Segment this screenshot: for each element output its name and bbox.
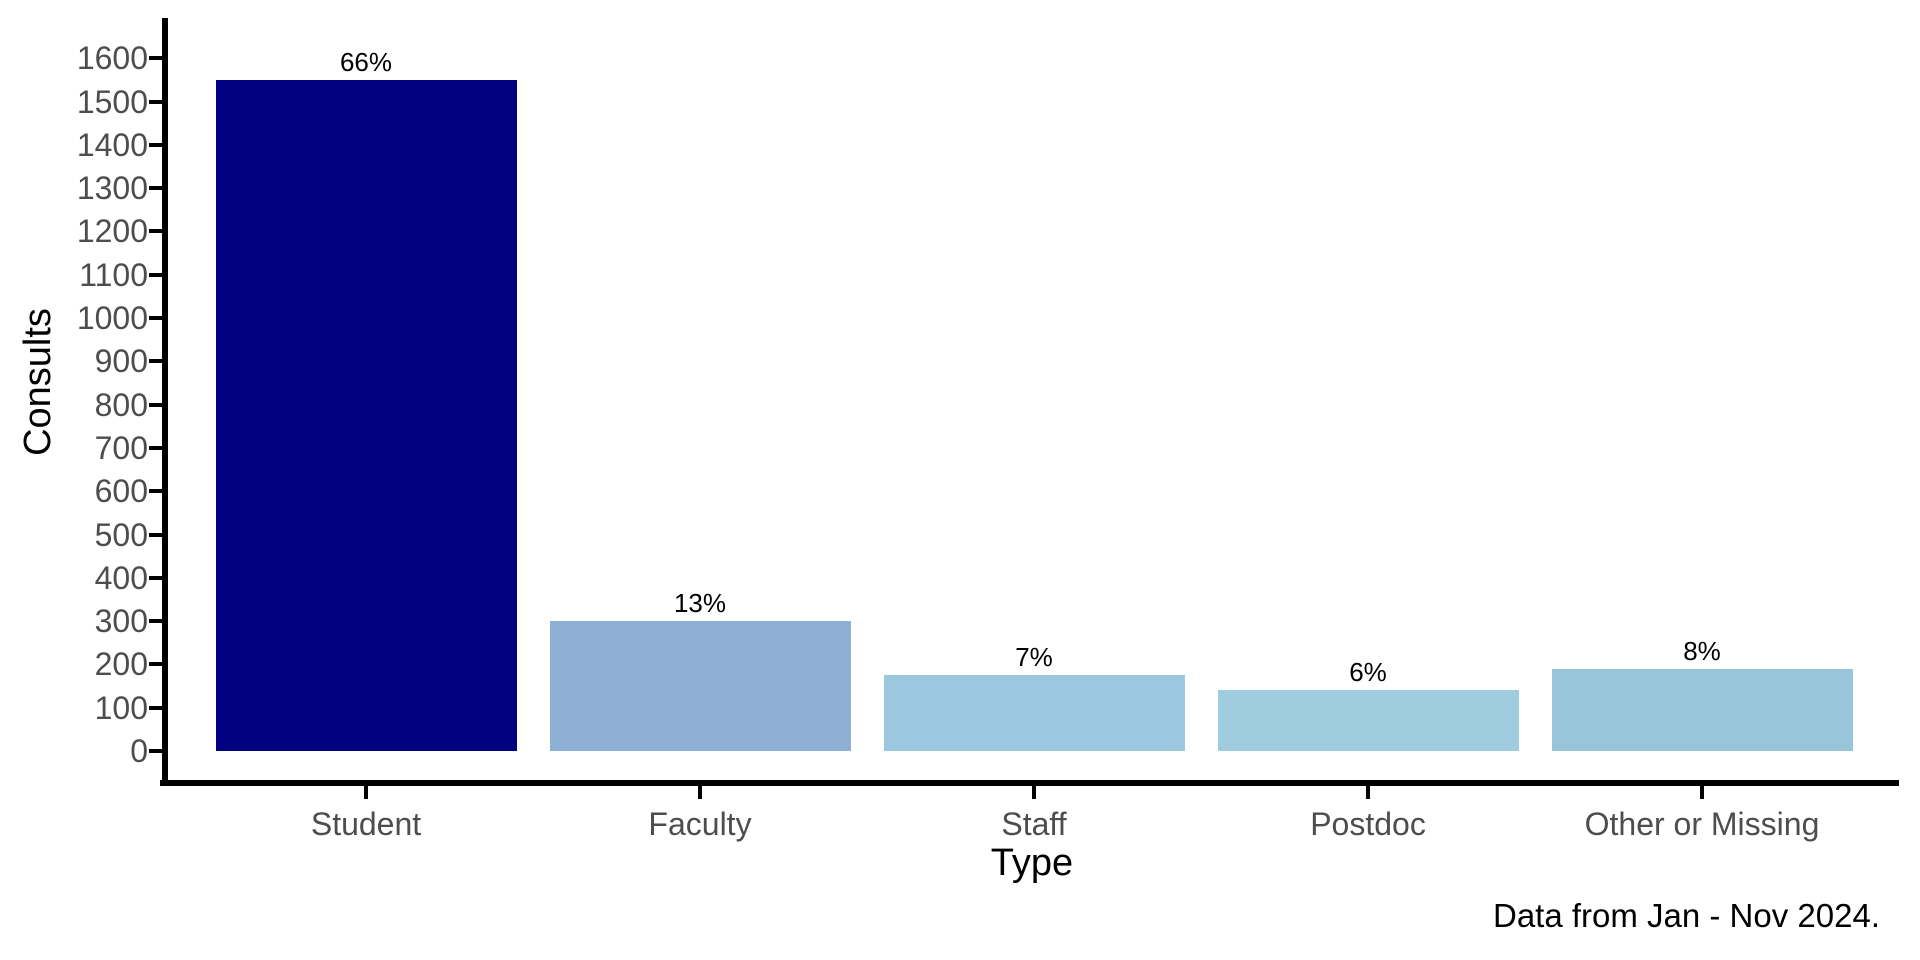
y-axis-tick	[149, 142, 162, 147]
bar-staff	[883, 675, 1185, 751]
bar-postdoc	[1217, 690, 1519, 751]
y-tick-label: 1500	[76, 83, 148, 120]
x-axis-tick	[1366, 786, 1370, 799]
y-tick-label: 800	[94, 386, 148, 423]
x-category-label: Other or Missing	[1584, 806, 1820, 842]
y-tick-label: 1100	[79, 256, 148, 293]
y-axis-tick	[149, 186, 162, 191]
x-axis-tick	[364, 786, 368, 799]
x-category-label: Student	[310, 806, 422, 842]
y-axis-tick	[149, 575, 162, 580]
bar-other-or-missing	[1551, 668, 1853, 751]
y-tick-label: 600	[94, 473, 148, 510]
y-tick-label: 500	[94, 516, 148, 553]
y-tick-label: 1300	[76, 170, 148, 207]
y-axis-tick	[149, 402, 162, 407]
y-tick-label: 1400	[76, 126, 148, 163]
y-axis-tick	[149, 359, 162, 364]
y-axis-tick	[149, 445, 162, 450]
y-tick-label: 400	[94, 559, 148, 596]
x-category-label: Postdoc	[1310, 806, 1426, 842]
y-axis-tick	[149, 56, 162, 61]
y-axis-tick	[149, 489, 162, 494]
y-tick-label: 1000	[76, 300, 148, 336]
y-axis-title: Consults	[17, 308, 59, 456]
bar-value-label: 13%	[673, 588, 727, 619]
x-axis-title: Type	[990, 842, 1074, 884]
y-tick-label: 900	[94, 343, 148, 380]
y-axis-tick	[149, 229, 162, 234]
x-axis-tick	[1032, 786, 1036, 799]
y-tick-label: 100	[94, 689, 148, 726]
y-tick-label: 1200	[76, 213, 148, 250]
bar-value-label: 8%	[1683, 635, 1721, 666]
chart-caption: Data from Jan - Nov 2024.	[1492, 897, 1880, 934]
y-axis-tick	[149, 272, 162, 277]
x-axis-tick	[698, 786, 702, 799]
x-axis-line	[160, 780, 1899, 786]
bar-faculty	[549, 621, 851, 751]
y-tick-label: 700	[94, 429, 148, 466]
y-axis-tick	[149, 316, 162, 320]
x-category-label: Staff	[1001, 806, 1067, 842]
y-axis-line	[162, 18, 168, 786]
y-tick-label: 200	[94, 646, 148, 683]
y-tick-label: 300	[94, 603, 148, 640]
y-axis-tick	[149, 532, 162, 537]
y-axis-tick	[149, 662, 162, 667]
y-tick-label: 0	[130, 733, 148, 769]
x-category-label: Faculty	[648, 806, 752, 842]
y-axis-tick	[149, 619, 162, 624]
bar-student	[215, 79, 517, 751]
x-axis-tick	[1700, 786, 1704, 799]
y-axis-tick	[149, 749, 162, 753]
y-axis-tick	[149, 99, 162, 104]
y-tick-label: 1600	[76, 40, 148, 77]
y-axis-tick	[149, 705, 162, 710]
bar-value-label: 7%	[1015, 642, 1053, 673]
bar-value-label: 6%	[1349, 657, 1387, 688]
bar-value-label: 66%	[339, 46, 393, 77]
